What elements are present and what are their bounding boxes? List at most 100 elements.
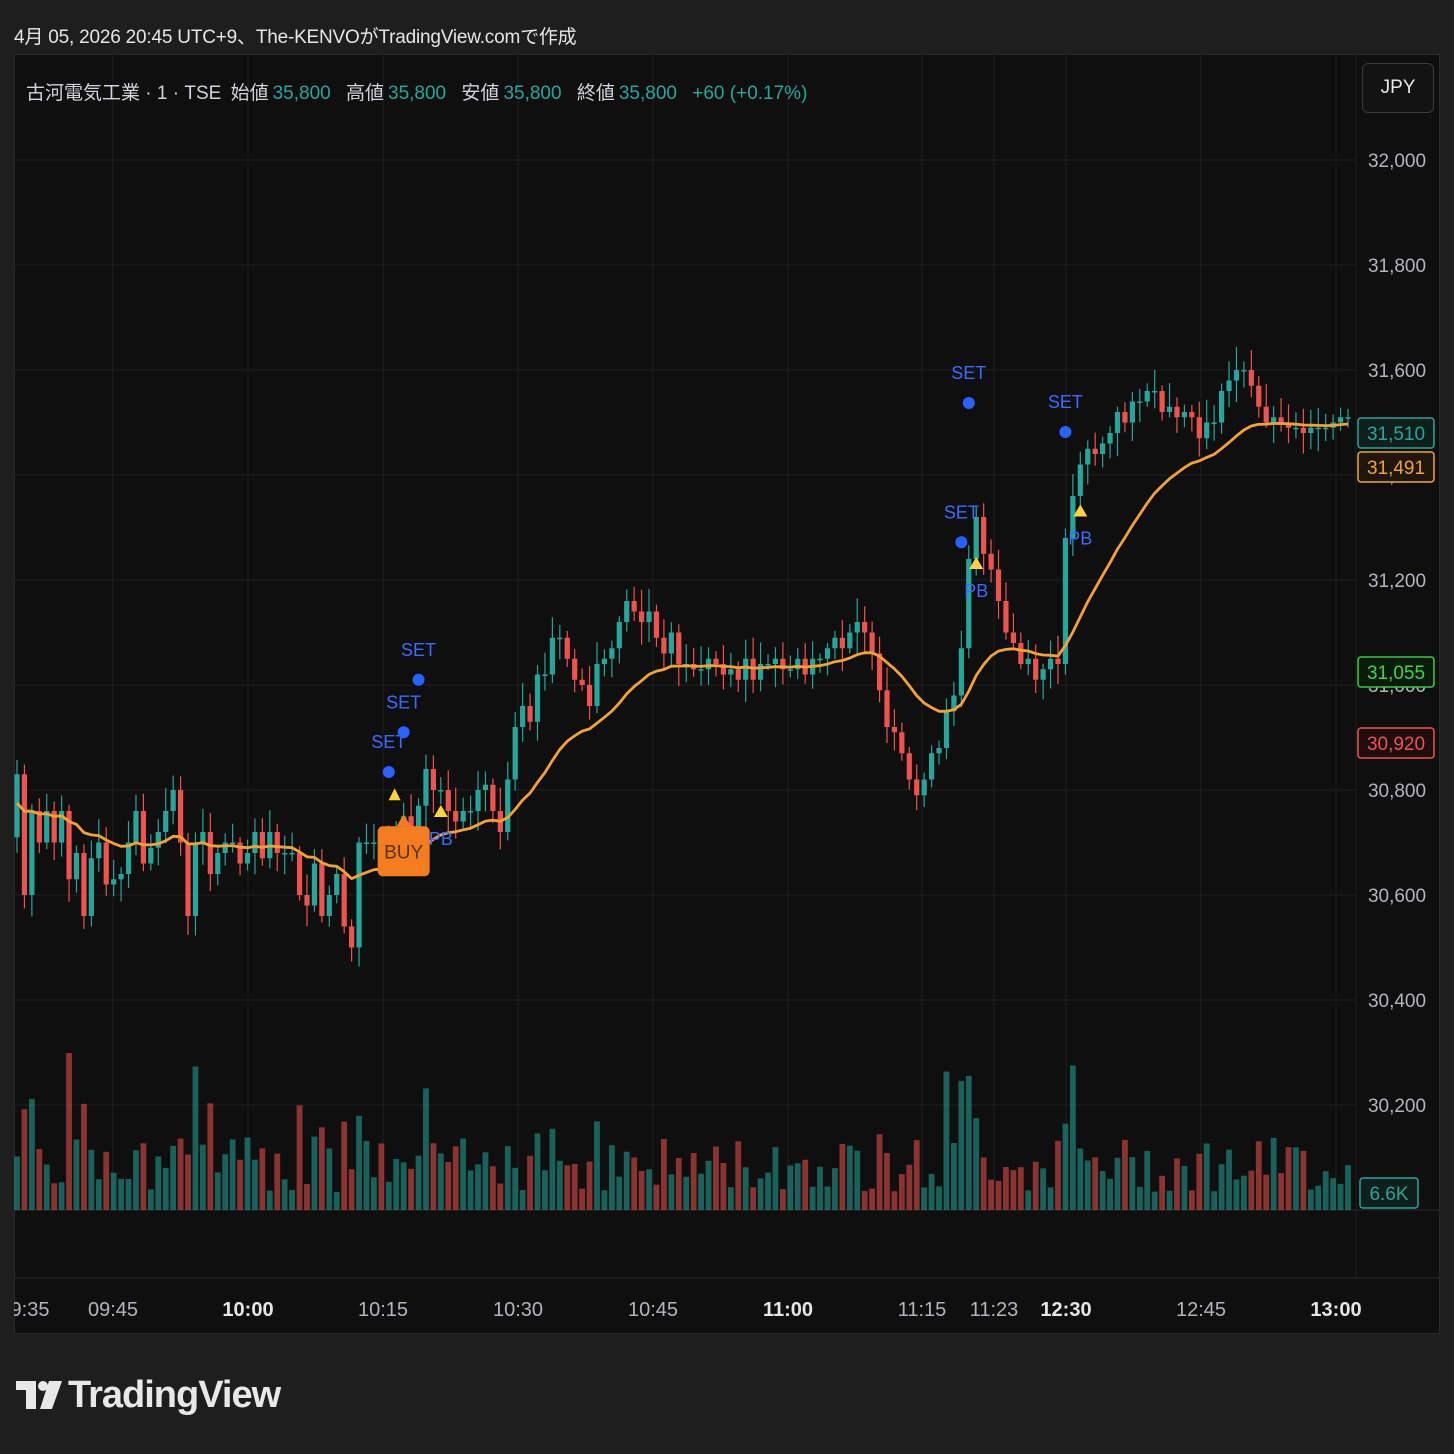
- volume-bar[interactable]: [705, 1160, 712, 1210]
- candle-body[interactable]: [921, 779, 927, 796]
- candle-body[interactable]: [847, 632, 853, 649]
- candle-body[interactable]: [192, 842, 199, 917]
- candle-body[interactable]: [319, 863, 325, 917]
- candle-body[interactable]: [572, 658, 578, 680]
- candle-body[interactable]: [951, 695, 957, 712]
- candle-body[interactable]: [891, 727, 898, 733]
- volume-bar[interactable]: [408, 1168, 414, 1210]
- candle-body[interactable]: [230, 842, 236, 845]
- candle-body[interactable]: [1189, 412, 1195, 418]
- volume-bar[interactable]: [646, 1169, 652, 1210]
- volume-bar[interactable]: [608, 1145, 615, 1210]
- volume-bar[interactable]: [1010, 1170, 1017, 1210]
- volume-bar[interactable]: [185, 1154, 191, 1210]
- candle-body[interactable]: [1144, 391, 1150, 402]
- candle-body[interactable]: [1218, 391, 1225, 423]
- candle-body[interactable]: [118, 874, 124, 880]
- candle-body[interactable]: [1137, 401, 1143, 404]
- volume-bar[interactable]: [281, 1179, 288, 1210]
- volume-bar[interactable]: [504, 1146, 511, 1210]
- candle-body[interactable]: [155, 832, 161, 848]
- volume-bar[interactable]: [1211, 1191, 1218, 1210]
- candle-body[interactable]: [1315, 427, 1321, 430]
- volume-bar[interactable]: [683, 1176, 690, 1210]
- volume-bar[interactable]: [876, 1134, 883, 1210]
- candle-body[interactable]: [207, 832, 213, 874]
- candle-body[interactable]: [795, 658, 801, 670]
- volume-bar[interactable]: [668, 1174, 675, 1210]
- volume-bar[interactable]: [742, 1167, 749, 1210]
- candle-body[interactable]: [586, 685, 593, 706]
- volume-bar[interactable]: [1003, 1167, 1009, 1210]
- candle-body[interactable]: [1345, 417, 1351, 419]
- candlestick-chart[interactable]: 32,00031,80031,60031,40031,20031,00030,8…: [14, 54, 1440, 1334]
- candle-body[interactable]: [1211, 422, 1217, 425]
- candle-body[interactable]: [728, 669, 734, 675]
- candle-body[interactable]: [534, 674, 541, 722]
- volume-bar[interactable]: [1322, 1171, 1329, 1210]
- volume-bar[interactable]: [1345, 1165, 1351, 1210]
- candle-body[interactable]: [1166, 406, 1173, 412]
- candle-body[interactable]: [928, 753, 935, 780]
- volume-bar[interactable]: [802, 1159, 809, 1210]
- candle-body[interactable]: [906, 753, 912, 780]
- candle-body[interactable]: [616, 622, 622, 649]
- volume-bar[interactable]: [1107, 1178, 1113, 1210]
- volume-bar[interactable]: [824, 1186, 831, 1210]
- volume-bar[interactable]: [36, 1149, 43, 1210]
- candle-body[interactable]: [289, 853, 295, 855]
- candle-body[interactable]: [973, 517, 979, 559]
- candle-body[interactable]: [1181, 412, 1188, 418]
- candle-body[interactable]: [66, 811, 72, 880]
- volume-bar[interactable]: [341, 1121, 348, 1210]
- candle-body[interactable]: [884, 690, 890, 727]
- volume-bar[interactable]: [460, 1138, 467, 1211]
- candle-body[interactable]: [787, 669, 793, 671]
- candle-body[interactable]: [296, 853, 303, 895]
- candle-body[interactable]: [1077, 464, 1083, 497]
- volume-bar[interactable]: [318, 1127, 325, 1210]
- volume-bar[interactable]: [936, 1186, 942, 1210]
- candle-body[interactable]: [103, 842, 109, 885]
- volume-bar[interactable]: [1122, 1139, 1128, 1210]
- volume-bar[interactable]: [854, 1150, 861, 1210]
- candle-body[interactable]: [1033, 658, 1039, 680]
- volume-bar[interactable]: [943, 1071, 950, 1210]
- volume-bar[interactable]: [1062, 1123, 1069, 1210]
- volume-bar[interactable]: [1144, 1150, 1151, 1210]
- candle-body[interactable]: [438, 790, 444, 792]
- volume-bar[interactable]: [1025, 1190, 1032, 1210]
- volume-bar[interactable]: [839, 1143, 846, 1210]
- volume-bar[interactable]: [162, 1167, 169, 1210]
- volume-bar[interactable]: [1307, 1189, 1314, 1210]
- candle-body[interactable]: [735, 669, 741, 680]
- candle-body[interactable]: [349, 926, 355, 948]
- volume-bar[interactable]: [884, 1153, 890, 1210]
- volume-bar[interactable]: [66, 1053, 72, 1210]
- volume-bar[interactable]: [28, 1099, 35, 1210]
- candle-body[interactable]: [304, 895, 310, 906]
- candle-body[interactable]: [631, 601, 637, 612]
- volume-bar[interactable]: [757, 1178, 764, 1210]
- volume-bar[interactable]: [311, 1136, 318, 1210]
- candle-body[interactable]: [757, 664, 764, 680]
- candle-body[interactable]: [832, 637, 838, 649]
- candle-body[interactable]: [363, 842, 370, 845]
- candle-body[interactable]: [817, 658, 823, 661]
- candle-body[interactable]: [1129, 401, 1135, 423]
- candle-body[interactable]: [743, 658, 749, 680]
- volume-bar[interactable]: [832, 1168, 838, 1210]
- volume-bar[interactable]: [1285, 1147, 1292, 1210]
- candle-body[interactable]: [995, 569, 1002, 602]
- volume-bar[interactable]: [549, 1128, 556, 1210]
- candle-body[interactable]: [936, 748, 942, 754]
- volume-bar[interactable]: [1092, 1157, 1099, 1210]
- volume-bar[interactable]: [1040, 1168, 1047, 1210]
- volume-bar[interactable]: [1151, 1191, 1158, 1210]
- candle-body[interactable]: [542, 674, 548, 677]
- volume-bar[interactable]: [378, 1143, 385, 1210]
- legend-symbol[interactable]: 古河電気工業 · 1 · TSE: [26, 83, 222, 104]
- volume-bar[interactable]: [445, 1162, 452, 1210]
- candle-body[interactable]: [453, 811, 459, 822]
- candle-body[interactable]: [549, 637, 555, 675]
